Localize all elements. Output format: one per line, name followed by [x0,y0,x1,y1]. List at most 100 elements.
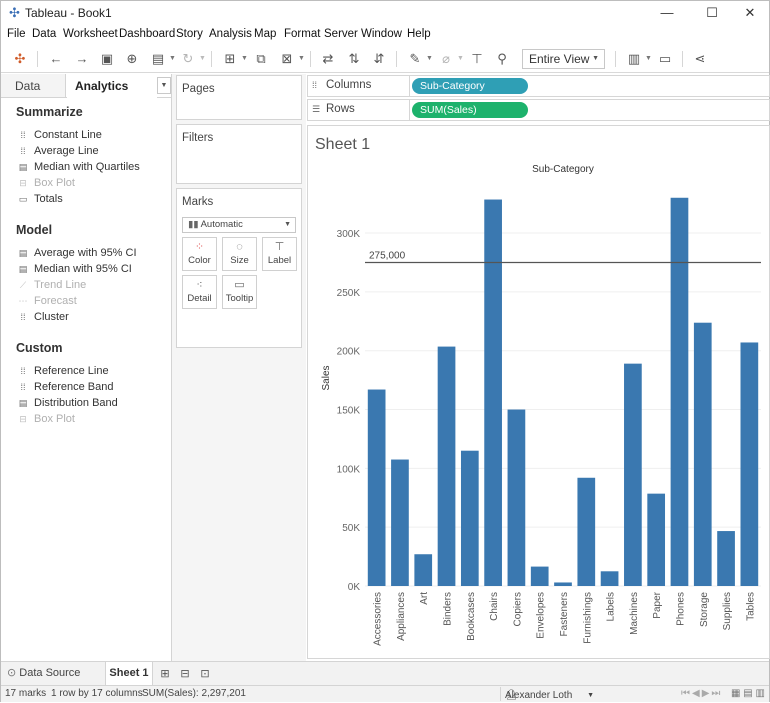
redo-icon[interactable]: → [75,51,89,66]
x-tick-label: Binders [443,592,454,626]
bar[interactable] [554,582,572,586]
menu-map[interactable]: Map [254,28,277,40]
new-data-source-icon[interactable]: ⊕ [126,51,138,66]
new-worksheet-dropdown-icon[interactable]: ▼ [241,55,248,62]
close-button[interactable]: ✕ [744,5,756,20]
bar[interactable] [367,389,386,586]
bar[interactable] [414,554,433,586]
tab-analytics[interactable]: Analytics [67,74,157,98]
sheet-navigation-icon[interactable]: ⏮◀▶⏭ [681,688,723,699]
show-cards-dropdown-icon[interactable]: ▼ [645,55,652,62]
analytics-item-average-ci[interactable]: ▤ Average with 95% CI [18,247,137,259]
analytics-item-reference-line[interactable]: ⁞⁞ Reference Line [17,365,108,379]
presentation-mode-icon[interactable]: ▭ [658,51,672,66]
show-mark-labels-icon[interactable]: ⊤ [471,51,483,66]
y-tick-label: 150K [337,406,361,417]
view-layout-icon[interactable]: ▦ ▤ ▥ [731,688,765,699]
pause-updates-icon[interactable]: ▤ [151,51,165,66]
tab-data[interactable]: Data [1,74,66,97]
refresh-icon[interactable]: ↻ [182,51,194,66]
sort-descending-icon[interactable]: ⇵ [373,51,385,66]
menu-server[interactable]: Server [324,28,358,40]
tab-sheet-1[interactable]: Sheet 1 [105,662,153,685]
x-tick-label: Accessories [373,592,384,646]
sort-ascending-icon[interactable]: ⇅ [348,51,360,66]
bar[interactable] [647,493,666,586]
columns-shelf[interactable]: ⁞⁞ Columns Sub-Category [307,75,770,97]
share-icon[interactable]: ⋖ [694,51,706,66]
bar[interactable] [391,459,409,586]
marks-color-button[interactable]: ⁘ Color [182,237,217,271]
menu-data[interactable]: Data [32,28,57,40]
duplicate-icon[interactable]: ⧉ [256,51,266,66]
bar[interactable] [717,531,735,586]
new-dashboard-tab-icon[interactable]: ⊟ [180,668,190,680]
highlight-icon[interactable]: ✎ [409,51,421,66]
pages-card[interactable]: Pages [176,75,302,120]
marks-detail-button[interactable]: ⁖ Detail [182,275,217,309]
clear-sheet-icon[interactable]: ⊠ [281,51,293,66]
bar[interactable] [670,197,689,586]
pages-card-title: Pages [182,83,215,95]
tableau-home-icon[interactable]: ✣ [14,51,26,66]
pane-menu-icon[interactable]: ▼ [157,77,171,94]
menu-story[interactable]: Story [176,28,203,40]
bar[interactable] [460,450,479,586]
bar[interactable] [530,566,549,586]
bar[interactable] [624,363,642,586]
save-icon[interactable]: ▣ [100,51,114,66]
bar[interactable] [740,342,759,586]
menu-window[interactable]: Window [361,28,402,40]
filters-card-title: Filters [182,132,214,144]
new-worksheet-icon[interactable]: ⊞ [224,51,236,66]
totals-icon: ▭ [18,194,28,204]
analytics-item-totals[interactable]: ▭ Totals [18,193,63,205]
analytics-item-distribution-band[interactable]: ▤ Distribution Band [18,397,118,409]
bar[interactable] [693,322,712,586]
menu-format[interactable]: Format [284,28,321,40]
bar[interactable] [600,571,619,586]
rows-pill-sum-sales[interactable]: SUM(Sales) [412,102,528,118]
menu-help[interactable]: Help [407,28,431,40]
user-menu[interactable]: 👤︎ Alexander Loth ▼ [500,687,598,701]
minimize-button[interactable]: — [660,5,674,20]
tab-data-source[interactable]: ⊙ Data Source [7,662,102,685]
filters-card[interactable]: Filters [176,124,302,184]
fit-select-value: Entire View [529,52,590,66]
highlight-dropdown-icon[interactable]: ▼ [426,55,433,62]
analytics-item-cluster[interactable]: ⁞⁞ Cluster [17,311,68,325]
analytics-item-constant-line[interactable]: ⁞⁞ Constant Line [17,129,101,143]
new-worksheet-tab-icon[interactable]: ⊞ [160,668,170,680]
undo-icon[interactable]: ← [49,51,63,66]
marks-size-button[interactable]: ◌ Size [222,237,257,271]
columns-pill-sub-category[interactable]: Sub-Category [412,78,528,94]
fix-axes-icon[interactable]: ⚲ [497,51,507,66]
menu-analysis[interactable]: Analysis [209,28,252,40]
analytics-item-average-line[interactable]: ⁞⁞ Average Line [17,145,98,159]
analytics-item-median-ci[interactable]: ▤ Median with 95% CI [18,263,132,275]
clear-dropdown-icon[interactable]: ▼ [298,55,305,62]
menu-file[interactable]: File [7,28,26,40]
group-members-icon[interactable]: ⌀ [442,51,450,66]
maximize-button[interactable]: ☐ [706,5,718,20]
marks-tooltip-button[interactable]: ▭ Tooltip [222,275,257,309]
swap-rows-columns-icon[interactable]: ⇄ [322,51,334,66]
refresh-dropdown-icon[interactable]: ▼ [199,55,206,62]
analytics-item-median-quartiles[interactable]: ▤ Median with Quartiles [18,161,140,173]
marks-label-button[interactable]: ⊤ Label [262,237,297,271]
new-story-tab-icon[interactable]: ⊡ [200,668,210,680]
group-dropdown-icon[interactable]: ▼ [457,55,464,62]
menu-worksheet[interactable]: Worksheet [63,28,118,40]
rows-shelf[interactable]: ☰ Rows SUM(Sales) [307,99,770,121]
bar[interactable] [507,409,526,586]
menu-dashboard[interactable]: Dashboard [119,28,176,40]
mark-type-select[interactable]: ▮▮ Automatic ▼ [182,217,296,233]
fit-select[interactable]: Entire View ▼ [522,49,605,69]
show-cards-icon[interactable]: ▥ [627,51,641,66]
bar[interactable] [577,477,596,586]
reference-line-label: 275,000 [369,250,406,261]
bar[interactable] [437,346,456,586]
bar[interactable] [484,199,502,586]
pause-dropdown-icon[interactable]: ▼ [169,55,176,62]
analytics-item-reference-band[interactable]: ⁞⁞ Reference Band [17,381,113,395]
